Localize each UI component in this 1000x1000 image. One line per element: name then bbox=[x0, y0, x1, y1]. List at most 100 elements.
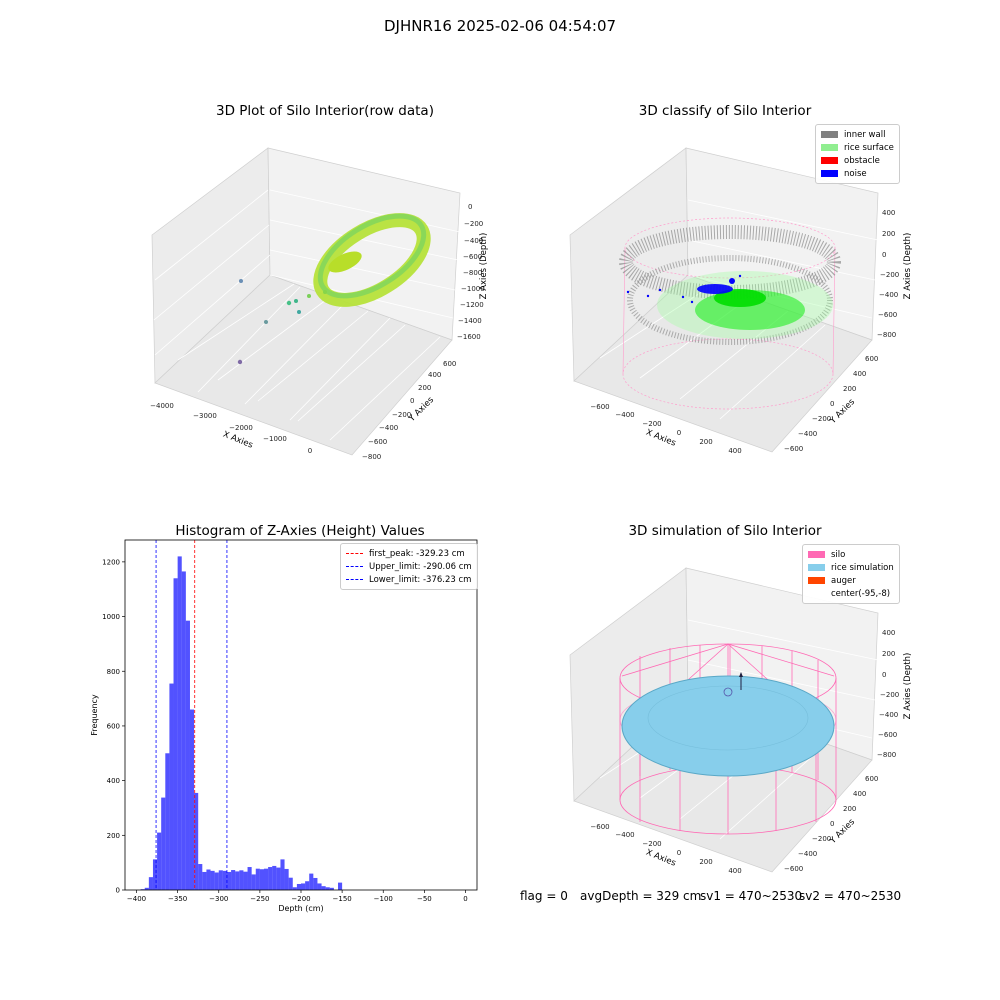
p4-x-tick: −400 bbox=[615, 831, 634, 839]
panel4-ticks: −600 −400 −200 0 200 400 −600 −400 −200 … bbox=[590, 629, 899, 875]
histogram-bar bbox=[305, 881, 310, 890]
histogram-bar bbox=[189, 709, 195, 890]
histogram-bar bbox=[284, 868, 289, 890]
p1-y-tick: 200 bbox=[418, 384, 431, 392]
p1-y-tick: −200 bbox=[392, 411, 411, 419]
panel1-ticks: −4000 −3000 −2000 −1000 0 −800 −600 −400… bbox=[150, 203, 485, 461]
histogram-bar bbox=[272, 865, 277, 890]
legend-item: silo bbox=[808, 548, 894, 561]
p2-y-tick: −600 bbox=[784, 445, 803, 453]
histogram-bar bbox=[181, 571, 186, 890]
p4-y-tick: 200 bbox=[843, 805, 856, 813]
histogram-x-tick-label: 0 bbox=[463, 895, 467, 903]
p1-z-tick: −200 bbox=[464, 220, 483, 228]
histogram-y-label: Frequency bbox=[90, 694, 99, 736]
histogram-y-tick-label: 600 bbox=[107, 722, 120, 730]
p4-y-tick: −400 bbox=[798, 850, 817, 858]
legend-item: first_peak: -329.23 cm bbox=[346, 547, 472, 560]
panel1-point-cloud bbox=[237, 213, 431, 365]
p2-x-tick: −600 bbox=[590, 403, 609, 411]
histogram-x-tick-label: −350 bbox=[168, 895, 187, 903]
histogram-ref-lines bbox=[155, 540, 228, 890]
p4-z-tick: −800 bbox=[877, 751, 896, 759]
p1-z-tick: −1400 bbox=[458, 317, 482, 325]
legend-swatch bbox=[808, 564, 825, 571]
histogram-bar bbox=[177, 556, 182, 890]
legend-item: Lower_limit: -376.23 cm bbox=[346, 573, 472, 586]
p1-y-tick: −600 bbox=[368, 438, 387, 446]
legend-swatch bbox=[346, 553, 363, 554]
sv2-text: sv2 = 470~2530 bbox=[799, 889, 902, 903]
legend-item: center(-95,-8) bbox=[808, 587, 894, 600]
histogram-bar bbox=[292, 887, 297, 890]
p1-z-tick: −800 bbox=[463, 269, 482, 277]
p4-z-tick: 0 bbox=[882, 671, 886, 679]
histogram-bar bbox=[309, 873, 314, 890]
histogram-bar bbox=[226, 871, 232, 890]
histogram-bar bbox=[280, 859, 285, 890]
p2-x-tick: 200 bbox=[699, 438, 712, 446]
p1-x-tick: 0 bbox=[308, 447, 312, 455]
histogram-bar bbox=[157, 832, 162, 890]
histogram-bar bbox=[214, 872, 219, 890]
p2-y-tick: 600 bbox=[865, 355, 878, 363]
p2-y-tick: 0 bbox=[830, 400, 834, 408]
histogram-bar bbox=[313, 877, 318, 890]
histogram-bar bbox=[243, 871, 248, 890]
p2-z-tick: −400 bbox=[879, 291, 898, 299]
p4-y-tick: 600 bbox=[865, 775, 878, 783]
panel2-rice-surface bbox=[657, 271, 833, 339]
panel4-auger bbox=[723, 672, 743, 697]
histogram-bar bbox=[161, 797, 166, 890]
legend-item: Upper_limit: -290.06 cm bbox=[346, 560, 472, 573]
histogram-bar bbox=[144, 887, 149, 890]
panel1-panes bbox=[151, 147, 461, 456]
histogram-y-tick-label: 200 bbox=[107, 832, 120, 840]
histogram-y-tick-label: 1000 bbox=[102, 613, 120, 621]
p1-z-label: Z Axies (Depth) bbox=[479, 233, 489, 300]
legend-swatch bbox=[821, 170, 838, 177]
p2-z-tick: −800 bbox=[877, 331, 896, 339]
panel2-cylinder bbox=[619, 217, 841, 410]
histogram-bar bbox=[218, 870, 223, 890]
histogram-bar bbox=[329, 887, 334, 890]
p4-y-tick: −200 bbox=[812, 835, 831, 843]
panel4-3d-plot: −600 −400 −200 0 200 400 −600 −400 −200 … bbox=[569, 567, 913, 875]
p2-z-tick: 200 bbox=[882, 230, 895, 238]
histogram-bar bbox=[210, 870, 215, 890]
panel3-title: Histogram of Z-Axies (Height) Values bbox=[175, 523, 425, 539]
p1-y-tick: −800 bbox=[362, 453, 381, 461]
legend-swatch bbox=[821, 131, 838, 138]
histogram-bar bbox=[317, 883, 322, 890]
legend-item: rice surface bbox=[821, 141, 894, 154]
p2-x-tick: −400 bbox=[615, 411, 634, 419]
p2-z-tick: 0 bbox=[882, 251, 886, 259]
histogram-bar bbox=[235, 871, 240, 890]
histogram-y-ticks: 0 200 400 600 800 1000 1200 bbox=[102, 558, 125, 895]
p4-z-tick: −400 bbox=[879, 711, 898, 719]
panel2-legend: inner wall rice surface obstacle noise bbox=[815, 124, 900, 184]
histogram-bar bbox=[239, 870, 244, 890]
p4-x-label: X Axies bbox=[644, 848, 677, 869]
histogram-bar bbox=[206, 869, 211, 890]
p2-z-tick: −600 bbox=[878, 311, 897, 319]
legend-swatch bbox=[346, 566, 363, 567]
panel1-3d-plot: −4000 −3000 −2000 −1000 0 −800 −600 −400… bbox=[150, 147, 489, 461]
legend-swatch bbox=[808, 577, 825, 584]
histogram-x-label: Depth (cm) bbox=[278, 904, 323, 913]
histogram-bar bbox=[148, 877, 153, 890]
p1-x-tick: −3000 bbox=[193, 412, 217, 420]
histogram-chart: −400 −350 −300 −250 −200 −150 −100 −50 0 0 200 400… bbox=[90, 539, 478, 913]
histogram-bar bbox=[263, 868, 269, 890]
p2-z-tick: 400 bbox=[882, 209, 895, 217]
histogram-y-tick-label: 1200 bbox=[102, 558, 120, 566]
histogram-bar bbox=[152, 859, 158, 890]
histogram-x-tick-label: −250 bbox=[250, 895, 269, 903]
p1-y-tick: 0 bbox=[410, 397, 414, 405]
p2-y-tick: 200 bbox=[843, 385, 856, 393]
p4-x-tick: 200 bbox=[699, 858, 712, 866]
histogram-bar bbox=[276, 867, 281, 890]
flag-text: flag = 0 bbox=[520, 889, 568, 903]
legend-swatch bbox=[821, 144, 838, 151]
p4-x-tick: 0 bbox=[677, 849, 681, 857]
